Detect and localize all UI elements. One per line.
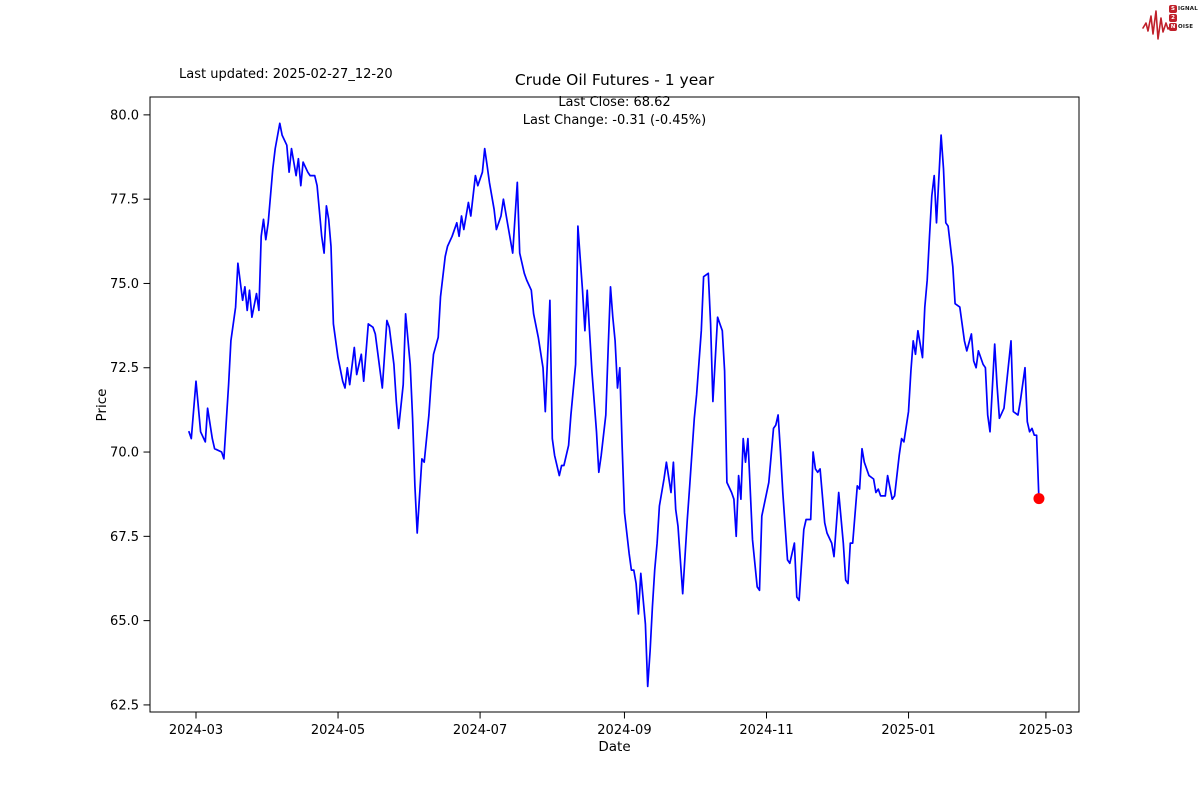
x-tick-label: 2024-11 bbox=[739, 723, 793, 738]
last-close-annotation: Last Close: 68.62 bbox=[558, 95, 671, 110]
price-line bbox=[188, 122, 1040, 688]
waveform-icon bbox=[1142, 10, 1174, 40]
x-tick-label: 2024-05 bbox=[311, 723, 365, 738]
x-tick-label: 2025-01 bbox=[881, 723, 935, 738]
y-tick-label: 72.5 bbox=[110, 361, 139, 376]
x-tick-label: 2024-07 bbox=[453, 723, 507, 738]
logo-letterbox-2: 2 bbox=[1169, 14, 1177, 22]
x-axis-label: Date bbox=[598, 739, 631, 755]
y-tick-label: 80.0 bbox=[110, 108, 139, 123]
logo-row-noise: N OISE bbox=[1169, 23, 1198, 31]
x-tick-label: 2024-03 bbox=[169, 723, 223, 738]
y-tick-label: 77.5 bbox=[110, 193, 139, 208]
last-close-marker bbox=[1033, 493, 1045, 505]
logo-text-signal: IGNAL bbox=[1178, 6, 1198, 12]
page-title: Crude Oil Futures - 1 year bbox=[514, 71, 715, 89]
last-updated-label: Last updated: 2025-02-27_12-20 bbox=[179, 67, 393, 82]
signal2noise-logo: S IGNAL 2 N OISE bbox=[1142, 3, 1198, 45]
x-tick-label: 2024-09 bbox=[597, 723, 651, 738]
last-change-annotation: Last Change: -0.31 (-0.45%) bbox=[522, 113, 707, 128]
y-tick-label: 70.0 bbox=[110, 446, 139, 461]
logo-row-signal: S IGNAL bbox=[1169, 5, 1198, 13]
y-tick-label: 67.5 bbox=[110, 530, 139, 545]
logo-row-2: 2 bbox=[1169, 14, 1198, 22]
y-tick-label: 62.5 bbox=[110, 698, 139, 713]
logo-text-noise: OISE bbox=[1178, 24, 1194, 30]
plot-frame bbox=[149, 96, 1080, 713]
x-tick-label: 2025-03 bbox=[1019, 723, 1073, 738]
y-tick-label: 75.0 bbox=[110, 277, 139, 292]
logo-letterbox-n: N bbox=[1169, 23, 1177, 31]
logo-letterbox-s: S bbox=[1169, 5, 1177, 13]
y-tick-label: 65.0 bbox=[110, 614, 139, 629]
